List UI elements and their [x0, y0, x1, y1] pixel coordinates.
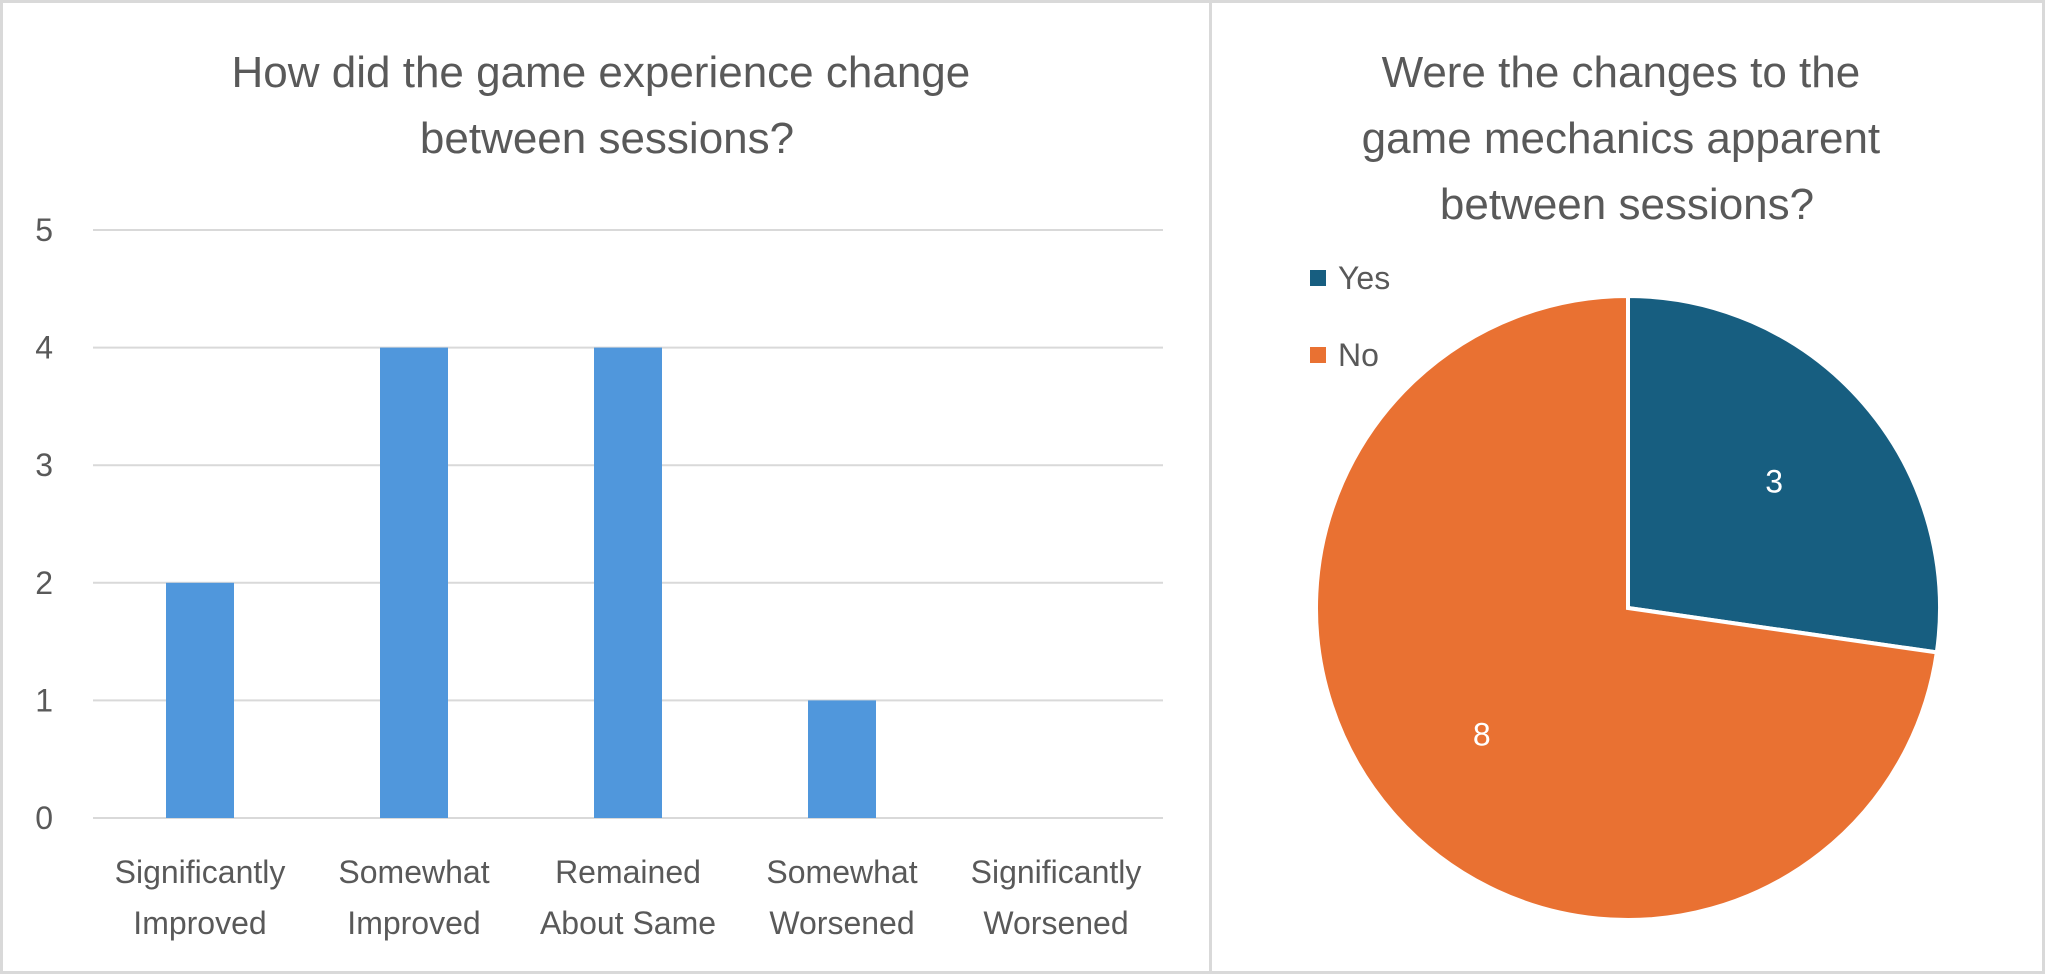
x-tick-label: Somewhat Improved: [338, 854, 489, 941]
x-tick-label: Significantly Improved: [115, 854, 286, 941]
legend-swatch-yes: [1310, 270, 1326, 286]
x-tick-label-line: Worsened: [769, 905, 914, 941]
bar: [166, 582, 234, 818]
x-tick-label: Somewhat Worsened: [766, 854, 917, 941]
y-tick-label: 4: [35, 330, 53, 366]
bar-chart-bars: [166, 347, 876, 818]
legend-swatch-no: [1310, 347, 1326, 363]
y-tick-label: 1: [35, 682, 53, 718]
pie-chart-title: Were the changes to the game mechanics a…: [1362, 48, 1893, 229]
pie-chart: Were the changes to the game mechanics a…: [1310, 48, 1942, 922]
bar-chart-title-line-2: between sessions?: [420, 114, 794, 163]
pie-data-label: 3: [1765, 463, 1783, 499]
pie-chart-slices: [1314, 293, 1942, 922]
pie-chart-title-line-3: between sessions?: [1440, 180, 1814, 229]
x-tick-label-line: Somewhat: [766, 854, 917, 890]
x-tick-label-line: Significantly: [115, 854, 286, 890]
pie-slice-yes: [1626, 293, 1942, 655]
bar: [594, 347, 662, 818]
bar-chart-title: How did the game experience change betwe…: [232, 48, 983, 163]
x-tick-label-line: Somewhat: [338, 854, 489, 890]
bar-chart-x-axis: Significantly Improved Somewhat Improved Rem…: [115, 854, 1142, 941]
x-tick-label-line: Improved: [133, 905, 266, 941]
pie-chart-title-line-1: Were the changes to the: [1382, 48, 1861, 97]
pie-chart-title-line-2: game mechanics apparent: [1362, 114, 1881, 163]
y-tick-label: 5: [35, 212, 53, 248]
bar: [380, 347, 448, 818]
y-tick-label: 2: [35, 565, 53, 601]
legend-label-yes: Yes: [1338, 260, 1390, 296]
x-tick-label: Remained About Same: [540, 854, 716, 941]
y-tick-label: 0: [35, 800, 53, 836]
x-tick-label-line: Remained: [555, 854, 701, 890]
pie-chart-data-labels: 38: [1473, 463, 1783, 752]
x-tick-label-line: Significantly: [971, 854, 1142, 890]
x-tick-label-line: About Same: [540, 905, 716, 941]
bar-chart-title-line-1: How did the game experience change: [232, 48, 971, 97]
pie-chart-panel: Were the changes to the game mechanics a…: [1209, 0, 2045, 974]
pie-data-label: 8: [1473, 717, 1491, 753]
x-tick-label-line: Worsened: [983, 905, 1128, 941]
y-tick-label: 3: [35, 447, 53, 483]
x-tick-label: Significantly Worsened: [971, 854, 1142, 941]
bar-chart-y-axis: 0 1 2 3 4 5: [35, 212, 53, 836]
bar: [808, 700, 876, 818]
x-tick-label-line: Improved: [347, 905, 480, 941]
pie-chart-legend: Yes No: [1310, 260, 1390, 373]
legend-label-no: No: [1338, 337, 1379, 373]
pie-slice-no: [1314, 293, 1940, 922]
bar-chart: How did the game experience change betwe…: [35, 48, 1163, 941]
bar-chart-panel: How did the game experience change betwe…: [0, 0, 1212, 974]
